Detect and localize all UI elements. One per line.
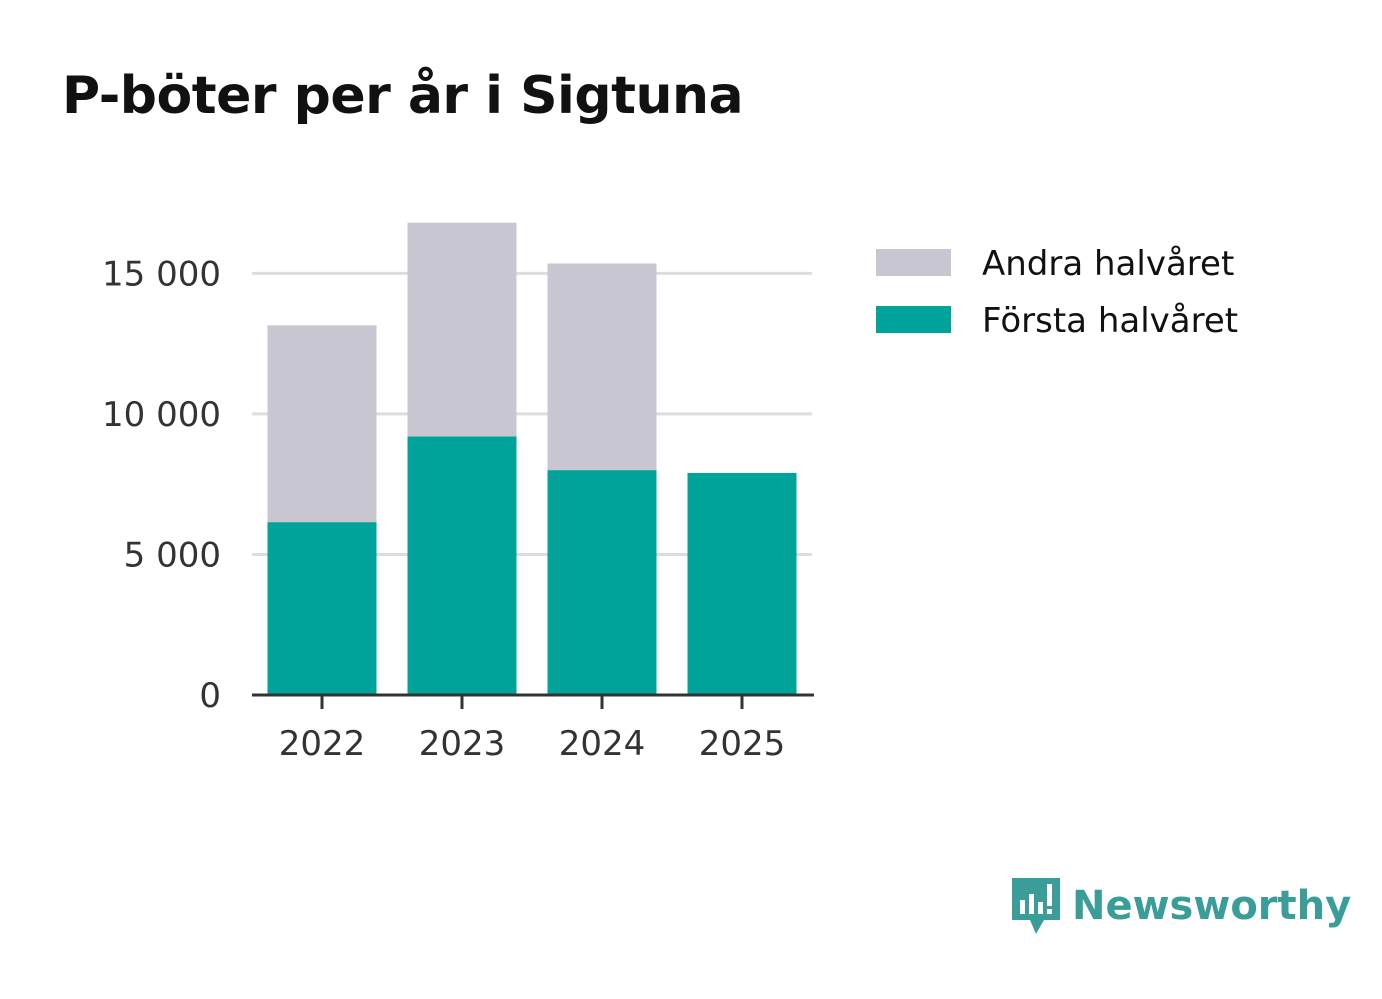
legend-swatch <box>876 249 951 276</box>
brand-logo: Newsworthy <box>1010 876 1351 936</box>
bar-first-half <box>687 472 797 695</box>
legend-label: Andra halvåret <box>982 244 1234 284</box>
brand-name: Newsworthy <box>1072 883 1352 929</box>
bars <box>267 222 797 695</box>
y-tick-label: 10 000 <box>102 395 221 435</box>
page-title: P-böter per år i Sigtuna <box>62 66 744 126</box>
axes: 0 5 000 10 000 15 000 2022 2023 2024 2025 <box>102 254 814 764</box>
bar-first-half <box>267 522 377 695</box>
x-tick-label: 2023 <box>419 724 506 764</box>
x-tick-label: 2025 <box>699 724 786 764</box>
bar-first-half <box>407 436 517 695</box>
legend-swatch <box>876 306 951 333</box>
chart-speech-bubble-icon <box>1012 878 1060 934</box>
bar-second-half <box>407 222 517 437</box>
y-tick-label: 0 <box>199 676 221 716</box>
y-tick-label: 15 000 <box>102 254 221 294</box>
bar-second-half <box>547 263 657 471</box>
legend-label: Första halvåret <box>982 301 1238 341</box>
y-tick-label: 5 000 <box>124 535 221 575</box>
bar-second-half <box>267 325 377 523</box>
bar-first-half <box>547 470 657 695</box>
x-tick-label: 2024 <box>559 724 646 764</box>
x-tick-label: 2022 <box>279 724 366 764</box>
legend: Andra halvåret Första halvåret <box>876 244 1238 341</box>
